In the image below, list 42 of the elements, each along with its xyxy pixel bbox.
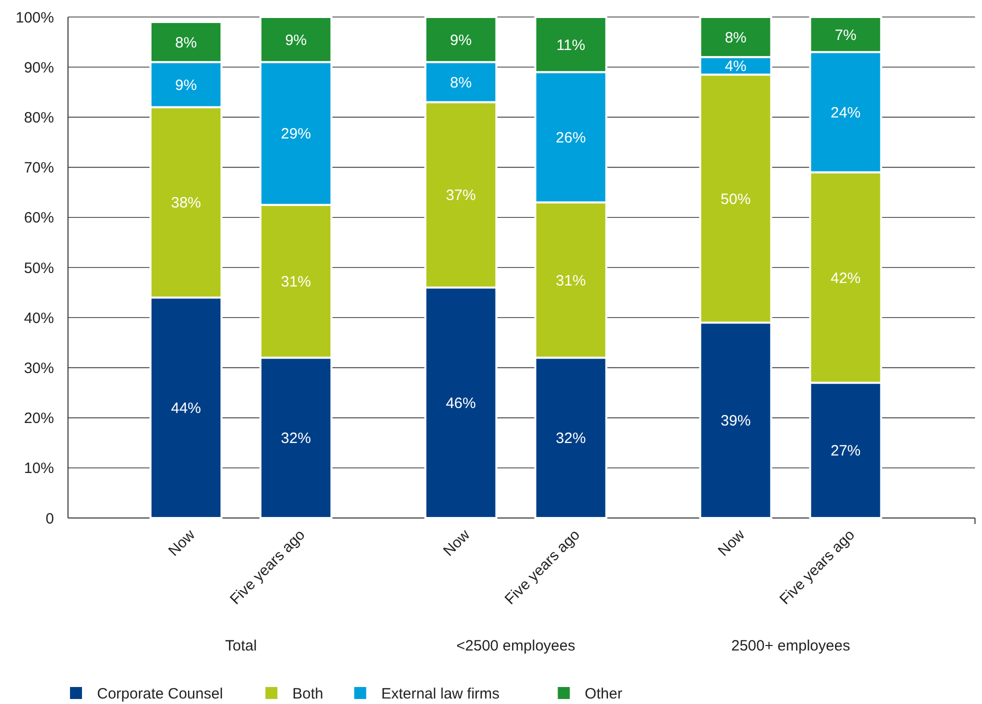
legend-label: External law firms bbox=[381, 685, 500, 702]
y-tick-label: 30% bbox=[24, 360, 54, 377]
y-tick-label: 80% bbox=[24, 109, 54, 126]
data-label: 8% bbox=[724, 29, 747, 46]
y-tick-label: 0 bbox=[46, 510, 54, 528]
data-label: 31% bbox=[556, 272, 586, 290]
data-label: 26% bbox=[556, 129, 586, 146]
data-label: 32% bbox=[556, 430, 586, 448]
y-tick-label: 10% bbox=[24, 460, 54, 478]
data-label: 46% bbox=[446, 395, 476, 412]
data-label: 38% bbox=[170, 194, 202, 212]
data-label: 9% bbox=[285, 32, 307, 49]
y-tick-label: 70% bbox=[24, 160, 54, 177]
data-label: 50% bbox=[720, 190, 751, 208]
legend-label: Other bbox=[584, 685, 622, 702]
y-tick-label: 40% bbox=[24, 310, 54, 327]
y-tick-label: 90% bbox=[24, 59, 54, 76]
data-label: 32% bbox=[280, 430, 311, 448]
data-label: 7% bbox=[834, 26, 856, 44]
data-label: 27% bbox=[830, 442, 861, 460]
y-tick-label: 20% bbox=[24, 410, 54, 428]
data-label: 4% bbox=[724, 58, 747, 76]
y-tick-label: 60% bbox=[24, 210, 54, 227]
data-label: 29% bbox=[280, 126, 311, 143]
data-label: 42% bbox=[830, 270, 861, 287]
data-label: 9% bbox=[450, 32, 472, 49]
data-label: 11% bbox=[556, 36, 586, 54]
data-label: 9% bbox=[175, 76, 197, 94]
text: <2500 employees bbox=[456, 637, 576, 654]
text: Total bbox=[225, 637, 257, 654]
data-label: 39% bbox=[720, 412, 751, 430]
y-tick-label: 100% bbox=[16, 9, 54, 26]
y-tick-label: 50% bbox=[24, 260, 54, 277]
data-label: 31% bbox=[280, 274, 311, 291]
data-label: 24% bbox=[830, 104, 861, 122]
legend-label: Both bbox=[292, 685, 324, 702]
text: 2500+ employees bbox=[731, 637, 850, 654]
data-label: 8% bbox=[175, 34, 197, 52]
data-label: 37% bbox=[446, 187, 476, 204]
data-label: 44% bbox=[170, 400, 202, 418]
legend-label: Corporate Counsel bbox=[97, 685, 223, 702]
data-label: 8% bbox=[450, 74, 472, 92]
